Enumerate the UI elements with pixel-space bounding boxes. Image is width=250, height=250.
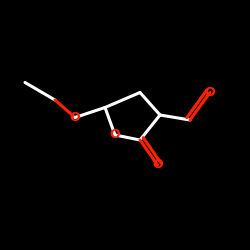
Text: O: O [205, 86, 215, 99]
Text: O: O [70, 111, 80, 124]
Text: O: O [152, 158, 163, 172]
Text: O: O [110, 128, 120, 141]
